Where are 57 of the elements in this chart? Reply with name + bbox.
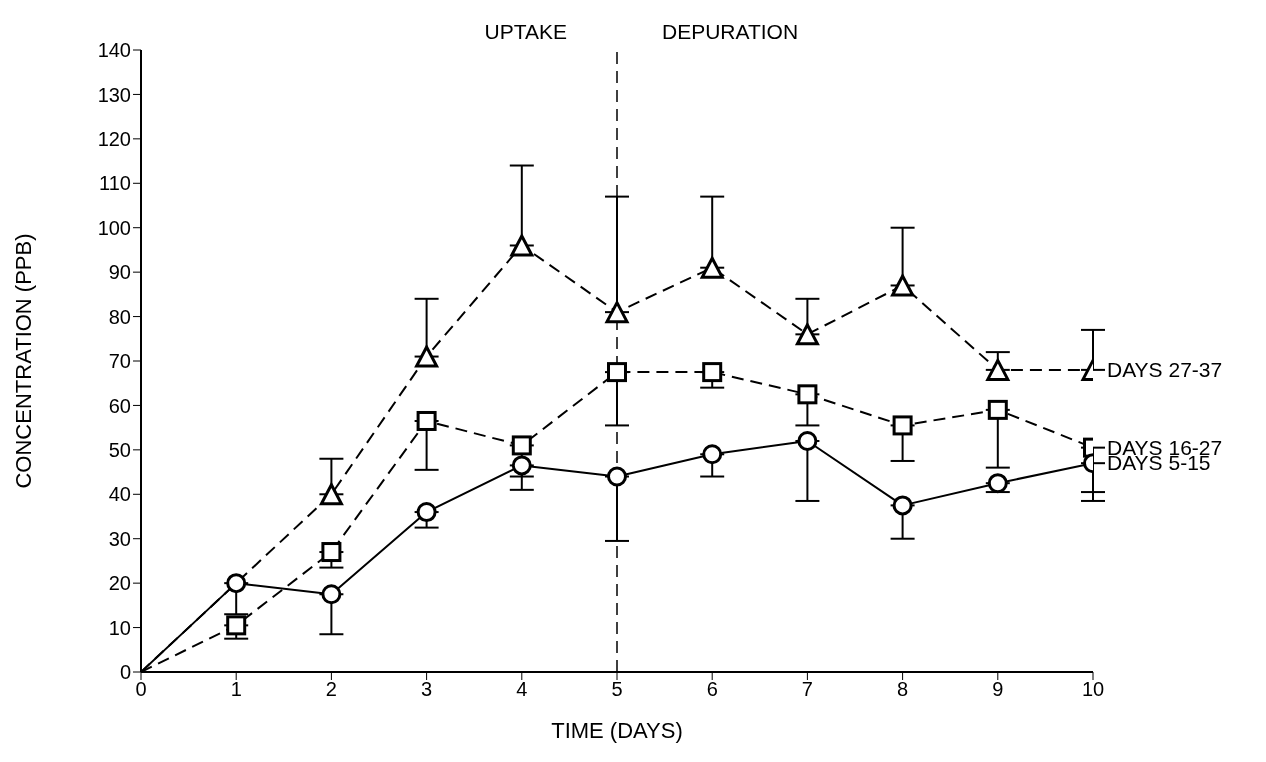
x-tick-label: 9: [992, 678, 1004, 701]
y-tick-label: 70: [108, 350, 131, 373]
y-tick-label: 120: [97, 127, 131, 150]
x-tick-label: 10: [1081, 678, 1105, 701]
x-tick-label: 8: [897, 678, 909, 701]
series-label: DAYS 27-37: [1107, 357, 1223, 381]
x-tick-label: 1: [230, 678, 242, 701]
y-tick-label: 60: [108, 394, 131, 417]
point: [797, 430, 818, 451]
point: [415, 345, 439, 368]
point: [607, 362, 627, 383]
point: [607, 466, 627, 487]
y-tick-label: 90: [108, 261, 131, 284]
point: [892, 415, 913, 436]
text: UPTAKE: [484, 20, 567, 44]
y-tick-label: 130: [97, 83, 131, 106]
y-tick-label: 140: [97, 39, 131, 62]
y-tick-label: 0: [119, 661, 131, 684]
point: [797, 384, 818, 405]
point: [702, 362, 723, 383]
y-tick-label: 100: [97, 216, 131, 239]
point: [987, 399, 1008, 420]
x-tick-label: 0: [135, 678, 147, 701]
point: [226, 573, 247, 594]
point: [795, 323, 819, 346]
y-tick-label: 20: [108, 572, 131, 595]
point: [510, 234, 534, 257]
x-tick-label: 5: [611, 678, 623, 701]
point: [321, 584, 342, 605]
point: [511, 435, 532, 456]
y-tick-label: 80: [108, 305, 131, 328]
x-tick-label: 7: [801, 678, 813, 701]
x-tick-label: 2: [325, 678, 337, 701]
point: [416, 502, 437, 523]
point: [700, 256, 724, 279]
x-tick-label: 4: [516, 678, 528, 701]
point: [511, 455, 532, 476]
point: [321, 542, 342, 563]
y-tick-label: 30: [108, 527, 131, 550]
x-tick-label: 6: [706, 678, 718, 701]
point: [416, 410, 437, 431]
point: [987, 473, 1008, 494]
y-tick-label: 40: [108, 483, 131, 506]
y-axis-title: CONCENTRATION (PPB): [10, 233, 36, 489]
y-tick-label: 110: [99, 172, 131, 195]
x-axis-title: TIME (DAYS): [551, 718, 683, 743]
point: [986, 358, 1010, 381]
text: DEPURATION: [662, 20, 799, 44]
y-tick-label: 10: [108, 616, 131, 639]
point: [226, 615, 247, 636]
point: [605, 301, 629, 324]
point: [702, 444, 723, 465]
point: [891, 274, 915, 297]
point: [319, 483, 343, 506]
point: [892, 495, 913, 516]
y-tick-label: 50: [108, 438, 131, 461]
x-tick-label: 3: [421, 678, 433, 701]
